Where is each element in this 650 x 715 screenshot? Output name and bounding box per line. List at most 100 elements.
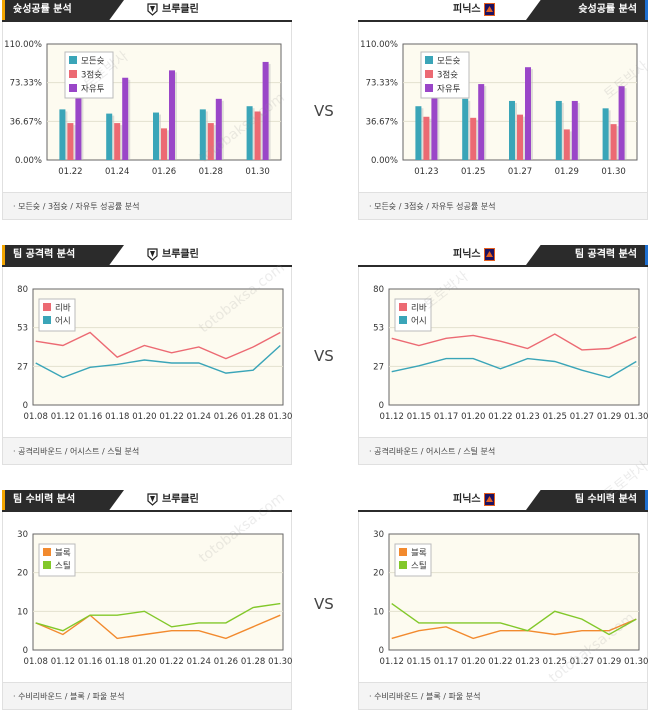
bar-자유투 [431,72,438,160]
series-line-스틸 [391,603,637,636]
bar-3점슛 [67,123,74,160]
legend-label: 모든슛 [437,57,461,67]
panel-footer: · 수비리바운드 / 블록 / 파울 분석 [358,682,648,710]
legend-label: 어시 [55,316,71,327]
vs-label: VS [314,595,334,613]
x-tick-label: 01.12 [51,657,75,667]
panel-footer: · 수비리바운드 / 블록 / 파울 분석 [2,682,292,710]
panel-footer: · 모든슛 / 3점슛 / 자유투 성공률 분석 [2,192,292,220]
x-tick-label: 01.23 [515,657,539,667]
bar-모든슛 [59,109,66,160]
x-tick-label: 01.26 [214,412,238,422]
legend-swatch [425,70,433,78]
legend-swatch [425,56,433,64]
x-tick-label: 01.16 [78,412,102,422]
y-tick-label: 36.67% [366,117,398,127]
x-tick-label: 01.27 [570,412,594,422]
x-tick-label: 01.22 [488,412,512,422]
x-tick-label: 01.08 [24,657,48,667]
x-tick-label: 01.30 [624,412,648,422]
panel-header: 팀 수비력 분석 브루클린 [2,490,292,512]
team-name: 피닉스 [453,0,495,20]
y-tick-label: 53 [17,324,28,334]
y-tick-label: 53 [373,324,384,334]
section-title: 슛성공률 분석 [526,0,648,20]
y-tick-label: 110.00% [4,40,42,50]
defense-panel-brooklyn: 팀 수비력 분석 브루클린 30 20 10 0 01.08 01.12 01.16 01.1… [2,490,292,710]
y-tick-label: 10 [17,607,28,617]
x-tick-label: 01.20 [461,412,485,422]
phoenix-logo-icon [483,2,495,16]
x-tick-label: 01.30 [624,657,648,667]
x-tick-label: 01.08 [24,412,48,422]
x-tick-label: 01.29 [597,657,621,667]
x-tick-label: 01.24 [187,657,211,667]
legend-label: 자유투 [437,85,461,95]
x-tick-label: 01.18 [105,412,129,422]
series-line-리바 [35,331,281,360]
y-tick-label: 36.67% [10,117,42,127]
x-tick-label: 01.24 [187,412,211,422]
x-tick-label: 01.23 [414,167,438,177]
bar-자유투 [478,84,485,160]
offense-chart-brooklyn: 80 53 27 001.08 01.12 01.16 01.18 01.20 01.22 01.… [17,285,292,422]
x-tick-label: 01.27 [570,657,594,667]
bar-3점슛 [207,123,214,160]
panel-header: 피닉스 팀 수비력 분석 [358,490,648,512]
x-tick-label: 01.22 [58,167,82,177]
series-line-블록 [35,614,281,640]
bar-자유투 [169,70,175,160]
y-tick-label: 80 [17,285,28,295]
bar-자유투 [618,86,625,160]
brooklyn-logo-icon [147,492,158,506]
legend-label: 스틸 [55,562,71,572]
defense-chart-phoenix: 30 20 10 001.12 01.15 01.17 01.20 01.22 01.23 01.… [373,530,648,667]
x-tick-label: 01.26 [152,167,176,177]
bar-모든슛 [246,106,253,160]
y-tick-label: 30 [17,530,28,540]
team-name: 브루클린 [147,245,199,265]
chart-area: 80 53 27 0 01.12 01.15 01.17 01.20 01.22 01.23 01.… [358,267,648,437]
chart-area: 30 20 10 0 01.12 01.15 01.17 01.20 01.22 01.23 01.… [358,512,648,682]
y-tick-label: 20 [17,569,28,579]
series-line-리바 [391,333,637,351]
legend-label: 스틸 [411,562,427,572]
phoenix-logo-icon [483,492,495,506]
shooting-panel-phoenix: 피닉스 슛성공률 분석 110.00% 73.33% 36.67% 0.00% 01.2… [358,0,648,220]
bar-자유투 [215,98,222,160]
panel-header: 피닉스 팀 공격력 분석 [358,245,648,267]
bar-모든슛 [602,108,609,160]
y-tick-label: 20 [373,569,384,579]
bar-모든슛 [462,98,469,160]
x-tick-label: 01.28 [241,657,265,667]
legend-label: 자유투 [81,85,105,95]
y-tick-label: 73.33% [10,79,42,89]
team-name: 브루클린 [147,490,199,510]
chart-area: 30 20 10 0 01.08 01.12 01.16 01.18 01.20 01.22 01.… [2,512,292,682]
chart-area: 80 53 27 0 01.08 01.12 01.16 01.18 01.20 01.22 01.… [2,267,292,437]
x-tick-label: 01.22 [488,657,512,667]
x-tick-label: 01.17 [434,412,458,422]
x-tick-label: 01.23 [515,412,539,422]
bar-모든슛 [415,106,422,160]
x-tick-label: 01.16 [78,657,102,667]
offense-panel-brooklyn: 팀 공격력 분석 브루클린 80 53 27 0 01.08 01.12 01.16 01.1… [2,245,292,465]
y-tick-label: 10 [373,607,384,617]
team-name: 피닉스 [453,490,495,510]
legend-swatch [399,548,407,556]
x-tick-label: 01.15 [407,657,431,667]
offense-chart-phoenix: 80 53 27 001.12 01.15 01.17 01.20 01.22 01.23 01.… [373,285,648,422]
team-name: 브루클린 [147,0,199,20]
legend-label: 리바 [411,303,427,314]
legend-label: 어시 [411,316,427,327]
y-tick-label: 110.00% [360,40,398,50]
legend-label: 리바 [55,303,71,314]
defense-chart-brooklyn: 30 20 10 001.08 01.12 01.16 01.18 01.20 01.22 01.… [17,530,292,667]
shooting-chart-phoenix: 110.00% 73.33% 36.67% 0.00% 01.23 01.25 01.27 0… [360,40,638,177]
legend-label: 3점슛 [437,70,458,81]
series-line-스틸 [35,602,281,632]
legend-swatch [69,84,77,92]
x-tick-label: 01.17 [434,657,458,667]
legend-label: 블록 [55,548,71,559]
